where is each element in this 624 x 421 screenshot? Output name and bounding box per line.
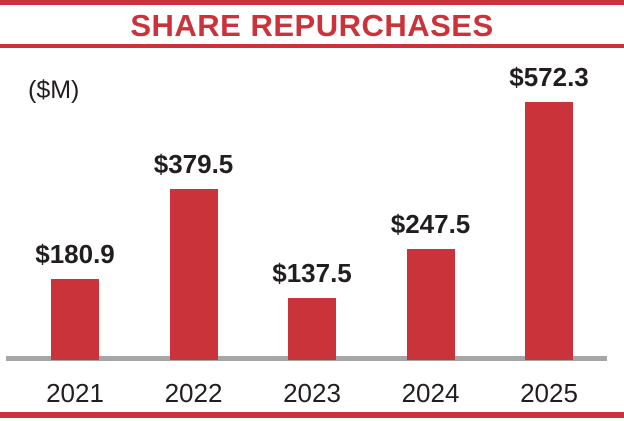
title-underline-rule	[0, 44, 624, 48]
bar-value-label-2025: $572.3	[509, 62, 589, 92]
bar-2021	[51, 279, 99, 360]
x-tick-label-2025: 2025	[520, 378, 578, 408]
bottom-rule	[0, 412, 624, 418]
bar-2024	[406, 249, 455, 360]
units-label: ($M)	[28, 76, 80, 104]
bar-value-label-2024: $247.5	[390, 209, 471, 239]
chart-title: SHARE REPURCHASES	[130, 8, 494, 43]
bar-value-label-2021: $180.9	[35, 239, 115, 269]
x-tick-label-2021: 2021	[46, 378, 104, 408]
top-rule	[0, 0, 624, 5]
bar-2025	[525, 102, 573, 360]
bar-2023	[288, 298, 336, 360]
x-tick-label-2024: 2024	[401, 378, 460, 408]
x-tick-label-2023: 2023	[283, 378, 341, 408]
bar-value-label-2022: $379.5	[153, 149, 234, 179]
bar-2022	[169, 189, 218, 360]
bar-value-label-2023: $137.5	[272, 258, 352, 288]
x-tick-label-2022: 2022	[164, 378, 223, 408]
